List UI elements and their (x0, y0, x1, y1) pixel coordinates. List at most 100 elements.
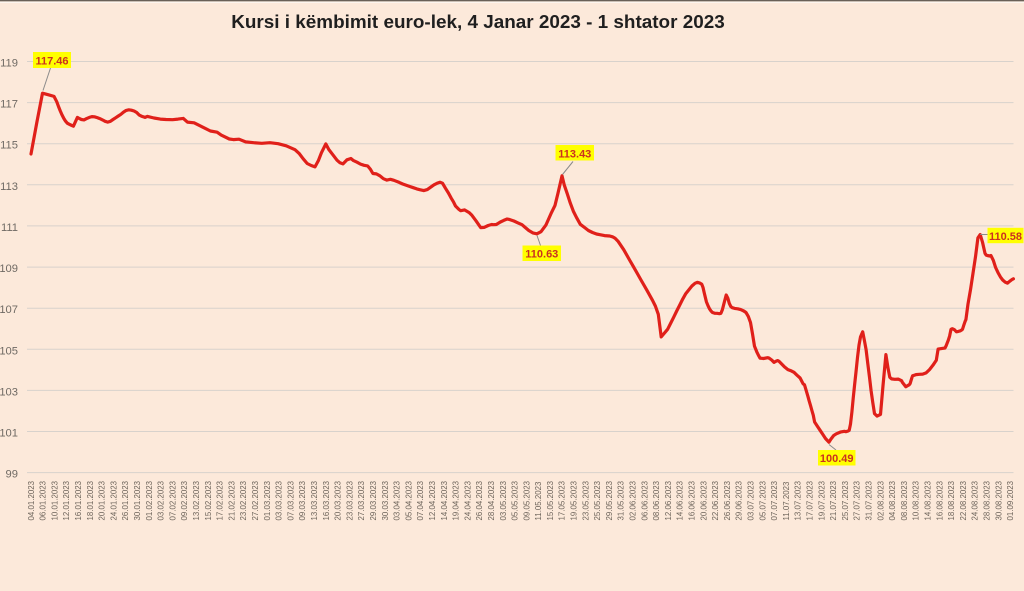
svg-text:29.05.2023: 29.05.2023 (605, 480, 614, 520)
svg-text:09.05.2023: 09.05.2023 (522, 480, 531, 520)
svg-text:28.04.2023: 28.04.2023 (487, 480, 496, 520)
svg-text:23.02.2023: 23.02.2023 (239, 480, 248, 520)
svg-text:07.03.2023: 07.03.2023 (286, 480, 295, 520)
svg-text:27.02.2023: 27.02.2023 (251, 480, 260, 520)
svg-text:15.02.2023: 15.02.2023 (204, 480, 213, 520)
svg-text:20.01.2023: 20.01.2023 (98, 480, 107, 520)
svg-text:01.09.2023: 01.09.2023 (1006, 480, 1015, 520)
svg-text:10.08.2023: 10.08.2023 (912, 480, 921, 520)
svg-text:14.08.2023: 14.08.2023 (924, 480, 933, 520)
svg-text:13.03.2023: 13.03.2023 (310, 480, 319, 520)
svg-text:103: 103 (0, 386, 18, 398)
svg-text:111: 111 (1, 222, 18, 234)
svg-text:24.04.2023: 24.04.2023 (463, 480, 472, 520)
svg-text:05.05.2023: 05.05.2023 (511, 480, 520, 520)
svg-text:27.03.2023: 27.03.2023 (357, 480, 366, 520)
svg-text:29.06.2023: 29.06.2023 (735, 480, 744, 520)
svg-text:27.07.2023: 27.07.2023 (853, 480, 862, 520)
svg-text:06.01.2023: 06.01.2023 (39, 480, 48, 520)
svg-text:110.63: 110.63 (525, 249, 558, 261)
svg-text:113.43: 113.43 (558, 148, 591, 160)
svg-text:13.07.2023: 13.07.2023 (794, 480, 803, 520)
svg-text:14.04.2023: 14.04.2023 (440, 480, 449, 520)
svg-text:13.02.2023: 13.02.2023 (192, 480, 201, 520)
svg-text:12.04.2023: 12.04.2023 (428, 480, 437, 520)
svg-text:07.07.2023: 07.07.2023 (770, 480, 779, 520)
svg-text:99: 99 (6, 469, 18, 481)
svg-text:03.05.2023: 03.05.2023 (499, 480, 508, 520)
svg-text:19.04.2023: 19.04.2023 (452, 480, 461, 520)
svg-text:30.03.2023: 30.03.2023 (381, 480, 390, 520)
svg-text:17.02.2023: 17.02.2023 (216, 480, 225, 520)
svg-text:12.01.2023: 12.01.2023 (62, 480, 71, 520)
svg-text:24.08.2023: 24.08.2023 (971, 480, 980, 520)
svg-text:101: 101 (0, 428, 18, 440)
svg-text:19.07.2023: 19.07.2023 (817, 480, 826, 520)
svg-text:100.49: 100.49 (820, 453, 854, 465)
svg-text:109: 109 (0, 263, 18, 275)
svg-text:105: 105 (0, 345, 18, 357)
svg-text:119: 119 (0, 58, 18, 70)
svg-text:11.07.2023: 11.07.2023 (782, 481, 791, 521)
svg-text:16.06.2023: 16.06.2023 (688, 480, 697, 520)
svg-text:16.08.2023: 16.08.2023 (935, 480, 944, 520)
svg-text:22.06.2023: 22.06.2023 (711, 480, 720, 520)
svg-text:01.02.2023: 01.02.2023 (145, 480, 154, 520)
svg-text:31.05.2023: 31.05.2023 (617, 480, 626, 520)
svg-text:23.03.2023: 23.03.2023 (345, 480, 354, 520)
svg-text:04.01.2023: 04.01.2023 (27, 480, 36, 520)
svg-text:117.46: 117.46 (35, 56, 68, 68)
svg-text:15.05.2023: 15.05.2023 (546, 480, 555, 520)
svg-text:20.03.2023: 20.03.2023 (334, 480, 343, 520)
svg-text:26.01.2023: 26.01.2023 (121, 480, 130, 520)
svg-text:18.01.2023: 18.01.2023 (86, 480, 95, 520)
svg-text:Kursi i këmbimit euro-lek, 4 J: Kursi i këmbimit euro-lek, 4 Janar 2023 … (231, 12, 724, 33)
svg-text:22.08.2023: 22.08.2023 (959, 480, 968, 520)
svg-text:03.02.2023: 03.02.2023 (157, 480, 166, 520)
svg-text:07.04.2023: 07.04.2023 (416, 480, 425, 520)
svg-text:16.01.2023: 16.01.2023 (74, 480, 83, 520)
svg-text:25.07.2023: 25.07.2023 (841, 480, 850, 520)
svg-text:23.05.2023: 23.05.2023 (581, 480, 590, 520)
svg-text:09.03.2023: 09.03.2023 (298, 480, 307, 520)
svg-text:21.02.2023: 21.02.2023 (227, 480, 236, 520)
svg-text:21.07.2023: 21.07.2023 (829, 480, 838, 520)
svg-text:26.04.2023: 26.04.2023 (475, 480, 484, 520)
svg-text:28.08.2023: 28.08.2023 (983, 480, 992, 520)
svg-text:115: 115 (0, 140, 18, 152)
svg-text:19.05.2023: 19.05.2023 (570, 480, 579, 520)
svg-text:03.03.2023: 03.03.2023 (275, 480, 284, 520)
svg-text:29.03.2023: 29.03.2023 (369, 480, 378, 520)
svg-text:12.06.2023: 12.06.2023 (664, 480, 673, 520)
svg-text:07.02.2023: 07.02.2023 (168, 480, 177, 520)
svg-text:08.06.2023: 08.06.2023 (652, 480, 661, 520)
svg-text:09.02.2023: 09.02.2023 (180, 480, 189, 520)
svg-text:26.06.2023: 26.06.2023 (723, 480, 732, 520)
svg-text:02.08.2023: 02.08.2023 (876, 480, 885, 520)
svg-text:31.07.2023: 31.07.2023 (865, 480, 874, 520)
svg-text:30.01.2023: 30.01.2023 (133, 480, 142, 520)
svg-text:25.05.2023: 25.05.2023 (593, 480, 602, 520)
svg-text:05.07.2023: 05.07.2023 (758, 480, 767, 520)
svg-text:107: 107 (0, 304, 18, 316)
svg-text:30.08.2023: 30.08.2023 (994, 480, 1003, 520)
svg-text:04.08.2023: 04.08.2023 (888, 480, 897, 520)
svg-text:01.03.2023: 01.03.2023 (263, 480, 272, 520)
svg-text:14.06.2023: 14.06.2023 (676, 480, 685, 520)
svg-text:02.06.2023: 02.06.2023 (629, 480, 638, 520)
svg-text:16.03.2023: 16.03.2023 (322, 480, 331, 520)
svg-text:17.05.2023: 17.05.2023 (558, 480, 567, 520)
svg-text:11.05.2023: 11.05.2023 (534, 481, 543, 521)
svg-text:10.01.2023: 10.01.2023 (50, 480, 59, 520)
svg-text:06.06.2023: 06.06.2023 (640, 480, 649, 520)
svg-text:03.04.2023: 03.04.2023 (393, 480, 402, 520)
svg-text:20.06.2023: 20.06.2023 (699, 480, 708, 520)
svg-text:03.07.2023: 03.07.2023 (747, 480, 756, 520)
svg-text:24.01.2023: 24.01.2023 (109, 480, 118, 520)
svg-text:113: 113 (0, 181, 18, 193)
svg-text:08.08.2023: 08.08.2023 (900, 480, 909, 520)
svg-text:18.08.2023: 18.08.2023 (947, 480, 956, 520)
svg-text:17.07.2023: 17.07.2023 (806, 480, 815, 520)
svg-text:117: 117 (0, 99, 18, 111)
svg-text:110.58: 110.58 (989, 231, 1022, 243)
